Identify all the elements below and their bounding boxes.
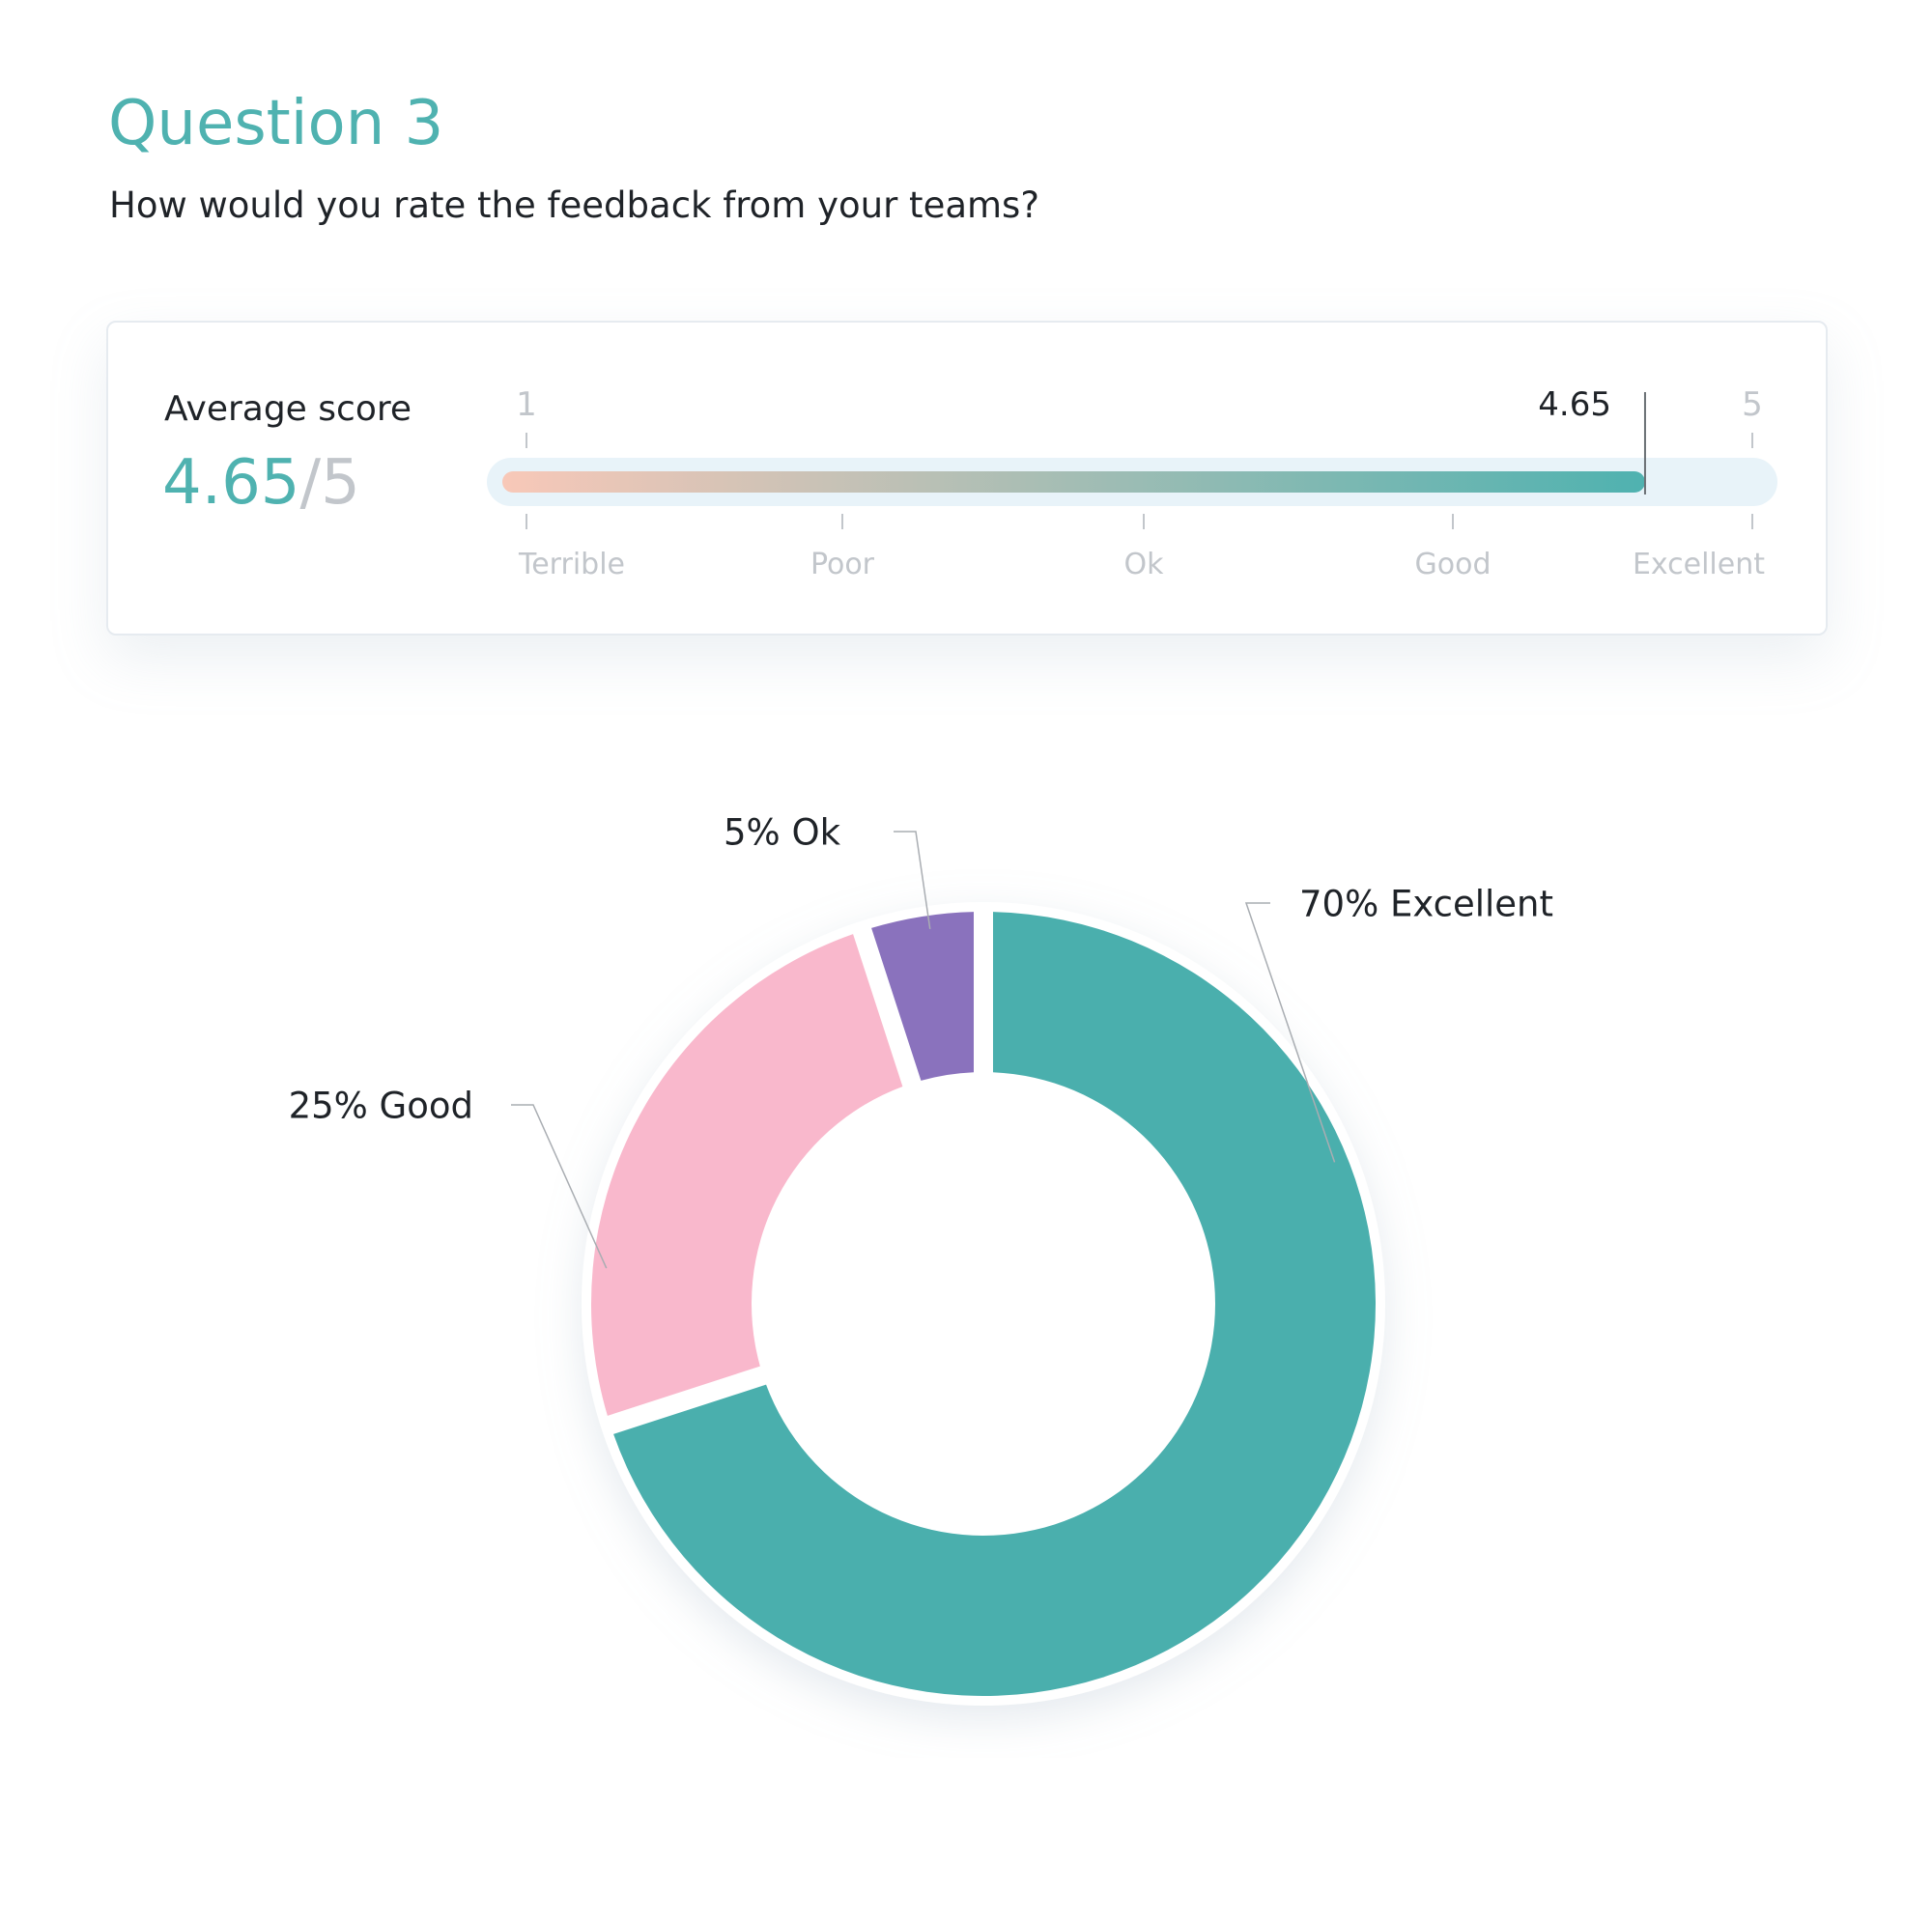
question-title: Question 3 <box>108 88 444 159</box>
score-fill <box>502 471 1645 493</box>
callout-line <box>1244 902 1336 1163</box>
average-score-number: 4.65 <box>162 447 300 519</box>
scale-category-label: Poor <box>810 548 875 581</box>
average-score-max: 5 <box>321 447 360 519</box>
scale-max-label: 5 <box>1742 385 1763 424</box>
slice-label-good: 25% Good <box>289 1086 473 1127</box>
scale-category-label: Ok <box>1124 548 1165 581</box>
score-scale: 4.65 1 5 Terrible Poor Ok Good Excellent <box>487 385 1777 581</box>
donut-slice-good <box>590 934 903 1416</box>
donut-slice-ok <box>871 912 975 1081</box>
average-score-card: Average score 4.65/5 4.65 1 5 Terrible Po… <box>106 321 1828 636</box>
scale-category-label: Terrible <box>518 548 625 581</box>
average-score-separator: / <box>299 447 322 519</box>
scale-category-label: Excellent <box>1633 548 1765 581</box>
scale-min-label: 1 <box>516 385 537 424</box>
donut-slice-excellent <box>613 912 1376 1697</box>
average-score-label: Average score <box>164 389 412 429</box>
callout-line <box>894 831 931 930</box>
slice-label-excellent: 70% Excellent <box>1299 884 1553 925</box>
score-marker-label: 4.65 <box>1538 385 1611 424</box>
question-text: How would you rate the feedback from you… <box>109 184 1039 226</box>
slice-label-ok: 5% Ok <box>724 812 841 854</box>
scale-category-label: Good <box>1415 548 1492 581</box>
callout-line <box>511 1104 608 1269</box>
donut-chart: 70% Excellent 25% Good 5% Ok <box>289 812 1553 1706</box>
average-score-value: 4.65/5 <box>162 452 360 514</box>
